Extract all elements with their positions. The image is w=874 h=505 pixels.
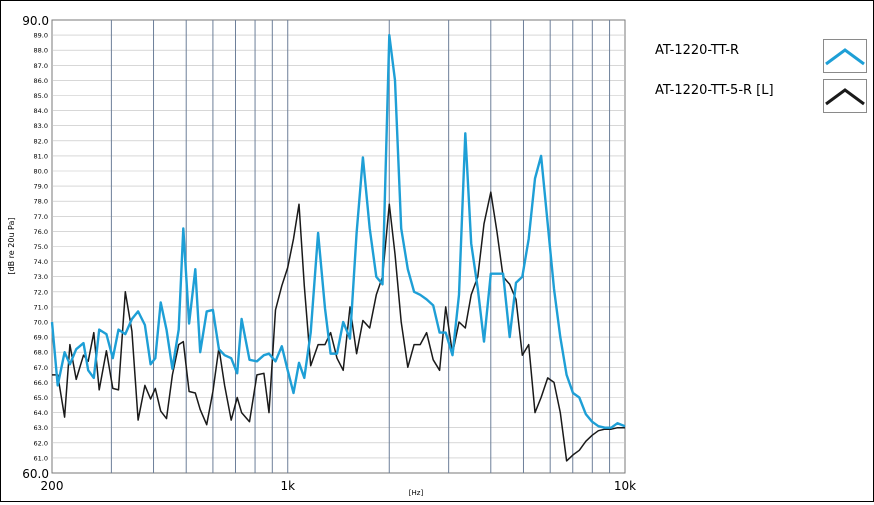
y-minor-tick-label: 78.0	[34, 198, 48, 206]
y-minor-tick-label: 64.0	[34, 409, 48, 417]
y-axis-label: [dB re 20u Pa]	[7, 217, 16, 274]
y-minor-tick-label: 76.0	[34, 228, 48, 236]
y-minor-tick-label: 73.0	[34, 273, 48, 281]
legend-line-1	[825, 48, 865, 66]
y-minor-tick-label: 88.0	[34, 47, 48, 55]
y-minor-tick-label: 87.0	[34, 62, 48, 70]
x-tick-label: 10k	[614, 479, 636, 493]
y-minor-tick-label: 67.0	[34, 364, 48, 372]
legend-swatch-1	[823, 39, 867, 73]
y-minor-tick-label: 79.0	[34, 183, 48, 191]
y-minor-tick-label: 82.0	[34, 137, 48, 145]
y-minor-tick-label: 89.0	[34, 32, 48, 40]
y-minor-tick-label: 63.0	[34, 424, 48, 432]
y-minor-tick-label: 65.0	[34, 394, 48, 402]
y-major-tick-label: 60.0	[22, 467, 49, 481]
y-minor-tick-label: 74.0	[34, 258, 48, 266]
y-minor-tick-label: 77.0	[34, 213, 48, 221]
y-minor-tick-label: 71.0	[34, 303, 48, 311]
x-tick-label: 200	[41, 479, 64, 493]
y-minor-tick-label: 81.0	[34, 152, 48, 160]
x-axis-label: [Hz]	[409, 489, 424, 497]
y-minor-tick-label: 84.0	[34, 107, 48, 115]
legend-swatch-2	[823, 79, 867, 113]
y-minor-tick-label: 62.0	[34, 439, 48, 447]
y-minor-tick-label: 72.0	[34, 288, 48, 296]
y-minor-tick-label: 66.0	[34, 379, 48, 387]
legend-label-1: AT-1220-TT-R	[655, 43, 740, 58]
y-minor-tick-label: 75.0	[34, 243, 48, 251]
y-major-tick-label: 90.0	[22, 14, 49, 28]
y-minor-tick-label: 61.0	[34, 454, 48, 462]
x-tick-label: 1k	[280, 479, 295, 493]
y-minor-tick-label: 69.0	[34, 334, 48, 342]
x-tick-labels: 200 1k 10k	[41, 479, 637, 493]
y-tick-labels: 90.0 60.0 89.0 88.0 87.0 86.0 85.0 84.0 83.0 82.0…	[22, 14, 49, 481]
legend-label-2: AT-1220-TT-5-R [L]	[655, 83, 774, 98]
y-minor-tick-label: 86.0	[34, 77, 48, 85]
series-layer	[50, 33, 626, 462]
y-minor-tick-label: 85.0	[34, 92, 48, 100]
y-minor-tick-label: 70.0	[34, 319, 48, 327]
legend-line-2	[825, 88, 865, 106]
y-minor-tick-label: 80.0	[34, 168, 48, 176]
y-minor-tick-label: 83.0	[34, 122, 48, 130]
y-minor-tick-label: 68.0	[34, 349, 48, 357]
series-line-2	[52, 191, 625, 462]
series-line-1	[50, 33, 626, 429]
